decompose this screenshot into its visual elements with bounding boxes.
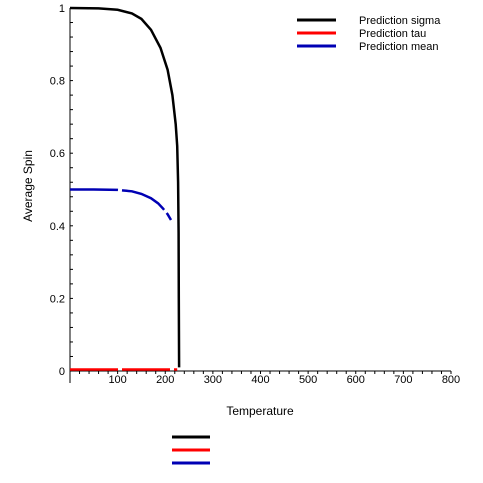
x-tick-label: 300 <box>204 374 222 386</box>
x-tick-label: 200 <box>156 374 174 386</box>
y-tick-label: 0.4 <box>50 221 65 233</box>
y-tick-label: 0.2 <box>50 293 65 305</box>
legend-label: Prediction mean <box>359 41 439 53</box>
x-tick-label: 600 <box>347 374 365 386</box>
series-line-3 <box>70 188 173 221</box>
y-tick-label: 0.8 <box>50 76 65 88</box>
series-line-1 <box>69 6 181 368</box>
x-axis-title: Temperature <box>226 404 294 418</box>
y-tick-label: 0 <box>59 366 65 378</box>
x-tick-label: 500 <box>299 374 317 386</box>
x-minor-ticks <box>69 371 452 374</box>
x-tick-labels: 100 200 300 400 500 600 700 800 <box>108 374 460 386</box>
x-tick-label: 100 <box>108 374 126 386</box>
series-group <box>69 6 181 371</box>
x-tick-label: 800 <box>442 374 460 386</box>
legend-label: Prediction tau <box>359 28 426 40</box>
y-tick-label: 1 <box>59 3 65 15</box>
y-tick-labels: 0 0.2 0.4 0.6 0.8 1 <box>50 3 65 378</box>
y-tick-label: 0.6 <box>50 148 65 160</box>
x-tick-label: 700 <box>394 374 412 386</box>
x-tick-label: 400 <box>251 374 269 386</box>
y-minor-ticks <box>70 7 73 372</box>
legend-label: Prediction sigma <box>359 15 441 27</box>
axes: 0 0.2 0.4 0.6 0.8 1 100 200 300 400 500 600 700 800 <box>50 3 460 386</box>
bottom-legend-swatches <box>172 435 210 465</box>
y-axis-title: Average Spin <box>21 150 35 222</box>
